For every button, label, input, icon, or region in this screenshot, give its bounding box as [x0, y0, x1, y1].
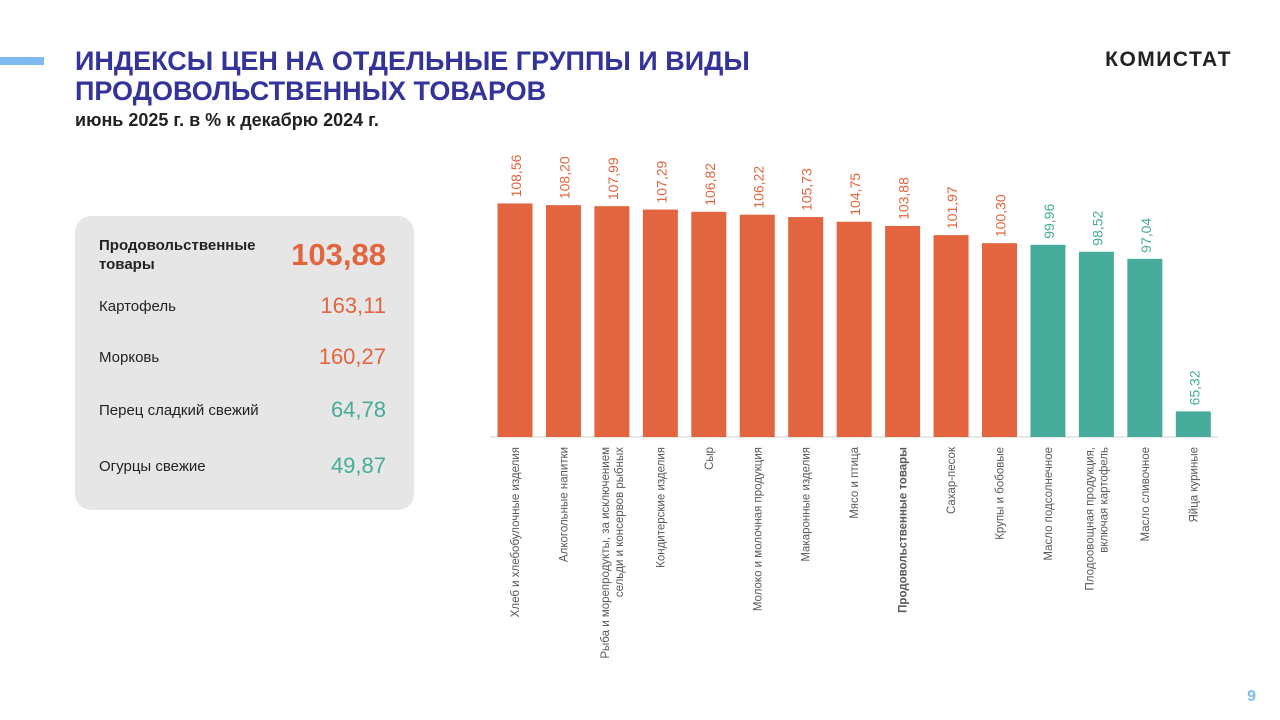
data-label: 107,29 [653, 161, 669, 204]
data-label: 108,20 [556, 156, 572, 199]
category-label: Крупы и бобовые [995, 447, 1007, 540]
panel-value: 103,88 [291, 237, 386, 272]
category-label: Яйца куриные [1188, 447, 1200, 523]
category-label: Масло сливочное [1140, 447, 1152, 541]
bar [739, 214, 775, 437]
panel-value: 160,27 [318, 344, 386, 369]
panel-row: Картофель 163,11 [99, 293, 386, 319]
page-subtitle: июнь 2025 г. в % к декабрю 2024 г. [75, 110, 379, 130]
category-label: Мясо и птица [849, 446, 861, 518]
bar [594, 206, 630, 437]
bar [933, 235, 969, 437]
panel-label: Продовольственные товары [99, 237, 256, 273]
bar [545, 205, 581, 437]
category-label: Сыр [704, 447, 716, 470]
category-label: Молоко и молочная продукция [752, 447, 764, 611]
data-label: 101,97 [944, 186, 960, 229]
category-label: Продовольственные товары [898, 447, 910, 613]
panel-label: Картофель [99, 297, 176, 315]
panel-label: Огурцы свежие [99, 457, 206, 475]
panel-row: Огурцы свежие 49,87 [99, 453, 386, 479]
bar [1127, 258, 1163, 437]
category-label: Плодоовощная продукция, включая картофель [1084, 447, 1110, 590]
data-label: 107,99 [605, 157, 621, 200]
data-label: 100,30 [993, 194, 1009, 237]
data-label: 108,56 [508, 154, 524, 197]
bar [1030, 244, 1066, 437]
panel-value: 49,87 [330, 453, 386, 478]
category-label: Алкогольные напитки [558, 447, 570, 562]
bar [691, 211, 727, 437]
logo: КОМИСТАТ [1105, 48, 1232, 71]
category-label: Масло подсолнечное [1043, 447, 1055, 561]
category-label: Кондитерские изделия [655, 447, 667, 568]
panel-row: Перец сладкий свежий 64,78 [99, 397, 386, 423]
bar [497, 203, 533, 437]
bar [788, 217, 824, 437]
bar [1078, 251, 1114, 437]
data-label: 104,75 [847, 173, 863, 216]
category-label: Рыба и морепродукты, за исключением сельд… [600, 447, 626, 659]
accent-bar [0, 57, 44, 65]
data-label: 98,52 [1089, 210, 1105, 245]
category-label: Макаронные изделия [801, 447, 813, 562]
bar [1175, 411, 1211, 437]
panel-label: Морковь [99, 348, 160, 366]
bar [885, 225, 921, 437]
panel-value: 163,11 [320, 293, 386, 318]
panel-row: Продовольственные товары 103,88 [99, 236, 386, 274]
data-label: 103,88 [896, 177, 912, 220]
data-label: 97,04 [1138, 218, 1154, 253]
bar [836, 221, 872, 437]
bar [982, 243, 1017, 437]
data-label: 65,32 [1186, 370, 1202, 405]
category-label: Сахар-песок [946, 446, 958, 514]
panel-row: Морковь 160,27 [99, 344, 386, 370]
highlights-panel: Продовольственные товары 103,88 Картофел… [75, 216, 414, 510]
page-title: ИНДЕКСЫ ЦЕН НА ОТДЕЛЬНЫЕ ГРУППЫ И ВИДЫ П… [75, 46, 750, 106]
page-number: 9 [1247, 688, 1256, 705]
data-label: 105,73 [799, 168, 815, 211]
category-label: Хлеб и хлебобулочные изделия [510, 447, 522, 617]
panel-label: Перец сладкий свежий [99, 401, 259, 419]
panel-value: 64,78 [330, 397, 386, 422]
data-label: 106,22 [750, 166, 766, 209]
data-label: 106,82 [702, 163, 718, 206]
data-label: 99,96 [1041, 204, 1057, 239]
bar [642, 209, 678, 437]
